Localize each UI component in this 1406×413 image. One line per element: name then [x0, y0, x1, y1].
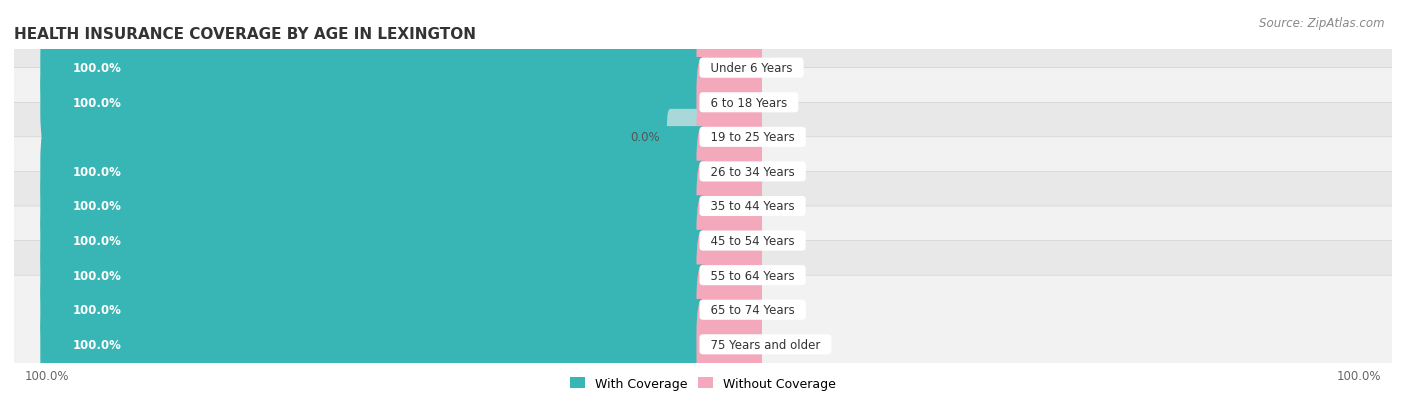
FancyBboxPatch shape [4, 103, 1402, 241]
Text: 0.0%: 0.0% [769, 97, 799, 109]
FancyBboxPatch shape [41, 196, 710, 286]
Text: 55 to 64 Years: 55 to 64 Years [703, 269, 803, 282]
Text: 0.0%: 0.0% [769, 304, 799, 316]
Text: 100.0%: 100.0% [73, 200, 122, 213]
Text: 19 to 25 Years: 19 to 25 Years [703, 131, 803, 144]
Text: 75 Years and older: 75 Years and older [703, 338, 828, 351]
Legend: With Coverage, Without Coverage: With Coverage, Without Coverage [565, 372, 841, 395]
FancyBboxPatch shape [41, 24, 710, 114]
Text: 0.0%: 0.0% [769, 62, 799, 75]
Text: Under 6 Years: Under 6 Years [703, 62, 800, 75]
Text: 100.0%: 100.0% [73, 166, 122, 178]
FancyBboxPatch shape [696, 230, 762, 320]
Text: 100.0%: 100.0% [73, 338, 122, 351]
FancyBboxPatch shape [696, 161, 762, 252]
Text: 65 to 74 Years: 65 to 74 Years [703, 304, 803, 316]
FancyBboxPatch shape [4, 172, 1402, 310]
FancyBboxPatch shape [41, 161, 710, 252]
FancyBboxPatch shape [4, 138, 1402, 275]
FancyBboxPatch shape [41, 299, 710, 389]
Text: 100.0%: 100.0% [73, 304, 122, 316]
Text: 0.0%: 0.0% [769, 235, 799, 247]
Text: 100.0%: 100.0% [73, 97, 122, 109]
FancyBboxPatch shape [666, 109, 706, 166]
Text: 0.0%: 0.0% [769, 269, 799, 282]
FancyBboxPatch shape [4, 0, 1402, 138]
FancyBboxPatch shape [696, 265, 762, 355]
Text: 35 to 44 Years: 35 to 44 Years [703, 200, 803, 213]
Text: 0.0%: 0.0% [631, 131, 661, 144]
FancyBboxPatch shape [696, 299, 762, 389]
FancyBboxPatch shape [696, 93, 762, 183]
Text: 26 to 34 Years: 26 to 34 Years [703, 166, 803, 178]
Text: 0.0%: 0.0% [769, 166, 799, 178]
FancyBboxPatch shape [696, 24, 762, 114]
FancyBboxPatch shape [41, 127, 710, 217]
Text: HEALTH INSURANCE COVERAGE BY AGE IN LEXINGTON: HEALTH INSURANCE COVERAGE BY AGE IN LEXI… [14, 26, 477, 41]
Text: 45 to 54 Years: 45 to 54 Years [703, 235, 803, 247]
Text: 0.0%: 0.0% [769, 131, 799, 144]
FancyBboxPatch shape [4, 241, 1402, 379]
FancyBboxPatch shape [41, 58, 710, 148]
FancyBboxPatch shape [4, 275, 1402, 413]
Text: 100.0%: 100.0% [73, 62, 122, 75]
Text: 100.0%: 100.0% [73, 235, 122, 247]
FancyBboxPatch shape [696, 196, 762, 286]
FancyBboxPatch shape [4, 69, 1402, 206]
Text: 100.0%: 100.0% [25, 369, 69, 382]
Text: 6 to 18 Years: 6 to 18 Years [703, 97, 794, 109]
FancyBboxPatch shape [4, 34, 1402, 172]
Text: 100.0%: 100.0% [1337, 369, 1381, 382]
Text: 0.0%: 0.0% [769, 200, 799, 213]
Text: 0.0%: 0.0% [769, 338, 799, 351]
Text: 100.0%: 100.0% [73, 269, 122, 282]
FancyBboxPatch shape [696, 58, 762, 148]
FancyBboxPatch shape [41, 230, 710, 320]
FancyBboxPatch shape [41, 265, 710, 355]
Text: Source: ZipAtlas.com: Source: ZipAtlas.com [1260, 17, 1385, 29]
FancyBboxPatch shape [696, 127, 762, 217]
FancyBboxPatch shape [4, 206, 1402, 344]
